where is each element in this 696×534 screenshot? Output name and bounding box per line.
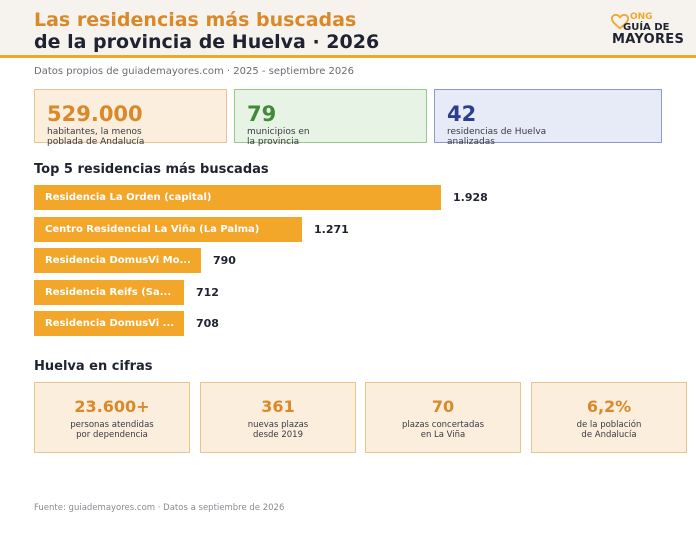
bar-value-label: 790: [213, 254, 236, 267]
chart-bar: Centro Residencial La Viña (La Palma): [34, 217, 302, 242]
cifra-value: 6,2%: [586, 397, 632, 416]
cifra-desc-line: plazas concertadas: [402, 420, 484, 430]
cifra-card-concertadas: 70 plazas concertadas en La Viña: [365, 382, 521, 453]
stat-desc: residencias de Huelva analizadas: [447, 127, 627, 147]
chart-bar: Residencia Reifs (Sa...: [34, 280, 184, 305]
bar-value-label: 712: [196, 286, 219, 299]
logo-guia: GUÍA DE: [623, 22, 670, 33]
stat-desc-line: analizadas: [447, 137, 495, 147]
cifra-desc: personas atendidas por dependencia: [35, 420, 189, 440]
logo-mayores: MAYORES: [612, 32, 685, 47]
cifra-desc-line: de la población: [576, 420, 642, 430]
chart-bar: Residencia DomusVi Mo...: [34, 248, 201, 273]
stat-desc: habitantes, la menos poblada de Andalucí…: [47, 127, 227, 147]
bar-category-label: Residencia Reifs (Sa...: [45, 287, 172, 298]
cifra-card-personas: 23.600+ personas atendidas por dependenc…: [34, 382, 190, 453]
chart-bar: Residencia La Orden (capital): [34, 185, 441, 210]
stat-value: 42: [447, 102, 477, 126]
stat-desc-line: residencias de Huelva: [447, 127, 547, 137]
cifra-desc-line: nuevas plazas: [247, 420, 309, 430]
cifra-value: 70: [431, 397, 455, 416]
cifra-value: 361: [261, 397, 295, 416]
bar-value-label: 1.928: [453, 191, 488, 204]
cifra-desc-line: de Andalucía: [581, 430, 637, 440]
stat-card-residencias: 42 residencias de Huelva analizadas: [434, 89, 662, 147]
cifras-title: Huelva en cifras: [34, 359, 153, 374]
bar-category-label: Residencia DomusVi Mo...: [45, 255, 191, 266]
cifra-desc: nuevas plazas desde 2019: [201, 420, 355, 440]
stat-desc-line: habitantes, la menos: [47, 127, 142, 137]
subtitle: Datos propios de guiademayores.com · 202…: [34, 66, 354, 77]
chart-bar: Residencia DomusVi ...: [34, 311, 184, 336]
bar-category-label: Centro Residencial La Viña (La Palma): [45, 224, 260, 235]
page-title-line1: Las residencias más buscadas: [34, 9, 357, 31]
heart-icon: [611, 13, 629, 30]
bar-category-label: Residencia La Orden (capital): [45, 192, 212, 203]
bar-value-label: 1.271: [314, 223, 349, 236]
bar-category-label: Residencia DomusVi ...: [45, 318, 175, 329]
stat-value: 529.000: [47, 102, 143, 126]
bar-value-label: 708: [196, 317, 219, 330]
stat-card-habitantes: 529.000 habitantes, la menos poblada de …: [34, 89, 227, 147]
cifra-desc-line: en La Viña: [420, 430, 466, 440]
cifra-card-plazas: 361 nuevas plazas desde 2019: [200, 382, 356, 453]
header: Las residencias más buscadas de la provi…: [0, 0, 696, 58]
stat-desc-line: la provincia: [247, 137, 300, 147]
cifra-desc-line: personas atendidas: [70, 420, 154, 430]
cifra-desc: de la población de Andalucía: [532, 420, 686, 440]
stat-value: 79: [247, 102, 277, 126]
cifra-desc-line: por dependencia: [76, 430, 148, 440]
stat-card-municipios: 79 municipios en la provincia: [234, 89, 427, 147]
cifra-value: 23.600+: [74, 397, 150, 416]
chart-title: Top 5 residencias más buscadas: [34, 162, 269, 177]
cifra-desc-line: desde 2019: [252, 430, 303, 440]
cifra-desc: plazas concertadas en La Viña: [366, 420, 520, 440]
page-title-line2: de la provincia de Huelva · 2026: [34, 31, 380, 53]
stat-desc: municipios en la provincia: [247, 127, 427, 147]
cifra-card-poblacion: 6,2% de la población de Andalucía: [531, 382, 687, 453]
logo: ONG GUÍA DE MAYORES: [608, 10, 688, 50]
stat-desc-line: municipios en: [247, 127, 310, 137]
footer-source: Fuente: guiademayores.com · Datos a sept…: [34, 503, 285, 513]
logo-ong: ONG: [630, 12, 653, 22]
stat-desc-line: poblada de Andalucía: [47, 137, 145, 147]
